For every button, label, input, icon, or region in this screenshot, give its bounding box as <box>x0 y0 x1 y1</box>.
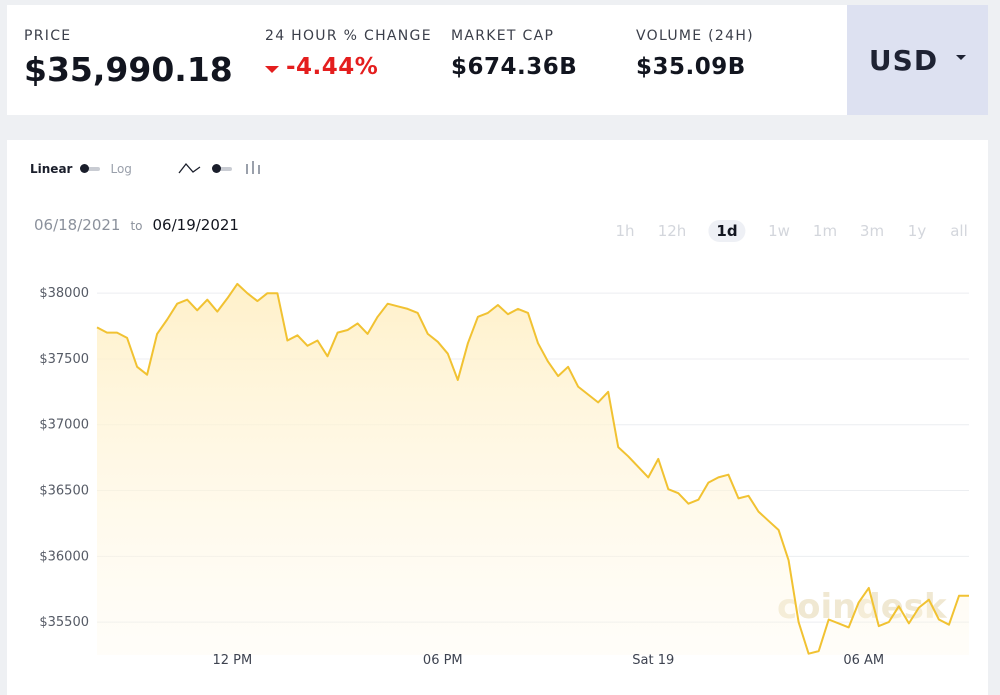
change-value-row: -4.44% <box>265 54 432 80</box>
range-button-1d[interactable]: 1d <box>708 220 746 242</box>
price-value: $35,990.18 <box>24 50 233 89</box>
price-label: PRICE <box>24 28 72 44</box>
range-button-1w[interactable]: 1w <box>768 222 790 240</box>
price-chart: $35500$36000$36500$37000$37500$38000 coi… <box>39 282 969 668</box>
stats-bar: PRICE $35,990.18 24 HOUR % CHANGE -4.44%… <box>7 5 988 115</box>
price-stat: PRICE $35,990.18 <box>24 28 233 89</box>
date-from[interactable]: 06/18/2021 <box>34 216 121 234</box>
currency-selected: USD <box>868 43 939 77</box>
date-range: 06/18/2021 to 06/19/2021 <box>34 216 239 234</box>
range-button-3m[interactable]: 3m <box>859 222 885 240</box>
y-tick-label: $36000 <box>39 549 89 564</box>
y-tick-label: $36500 <box>39 484 89 499</box>
down-arrow-icon <box>265 65 279 73</box>
date-to[interactable]: 06/19/2021 <box>152 216 239 234</box>
x-tick-label: 12 PM <box>212 653 252 668</box>
y-tick-label: $37500 <box>39 352 89 367</box>
chart-controls: Linear Log <box>30 160 262 178</box>
x-tick-label: 06 AM <box>843 653 884 668</box>
y-tick-label: $37000 <box>39 418 89 433</box>
range-button-12h[interactable]: 12h <box>657 222 687 240</box>
line-chart-icon[interactable] <box>178 161 204 177</box>
range-button-1m[interactable]: 1m <box>812 222 838 240</box>
range-selector: 1h 12h 1d 1w 1m 3m 1y all <box>605 220 975 244</box>
scale-log-label[interactable]: Log <box>110 162 132 176</box>
y-tick-label: $38000 <box>39 286 89 301</box>
chart-type-toggle[interactable] <box>211 164 234 174</box>
market-cap-value: $674.36B <box>451 54 578 80</box>
change-label: 24 HOUR % CHANGE <box>265 28 432 44</box>
price-area-fill <box>97 283 969 655</box>
y-tick-label: $35500 <box>39 615 89 630</box>
chart-panel: Linear Log 06/18/2021 to 06/19/2021 1h 12… <box>7 140 988 695</box>
x-tick-label: Sat 19 <box>632 653 674 668</box>
currency-dropdown[interactable]: USD <box>847 5 988 115</box>
scale-linear-label[interactable]: Linear <box>30 162 73 176</box>
change-value: -4.44% <box>286 54 379 80</box>
range-button-all[interactable]: all <box>950 222 968 240</box>
change-stat: 24 HOUR % CHANGE -4.44% <box>265 28 432 80</box>
market-cap-label: MARKET CAP <box>451 28 555 44</box>
volume-stat: VOLUME (24H) $35.09B <box>636 28 754 80</box>
range-button-1y[interactable]: 1y <box>907 222 927 240</box>
market-cap-stat: MARKET CAP $674.36B <box>451 28 577 80</box>
chevron-down-icon <box>956 54 967 60</box>
scale-toggle[interactable] <box>80 164 102 174</box>
range-button-1h[interactable]: 1h <box>615 222 635 240</box>
date-to-word: to <box>130 219 143 233</box>
price-line <box>96 282 969 655</box>
volume-label: VOLUME (24H) <box>636 28 754 44</box>
candlestick-chart-icon[interactable] <box>244 160 262 178</box>
volume-value: $35.09B <box>636 54 746 80</box>
x-tick-label: 06 PM <box>423 653 463 668</box>
